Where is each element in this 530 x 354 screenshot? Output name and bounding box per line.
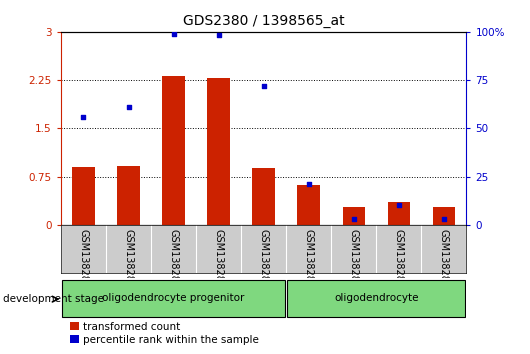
Bar bbox=[117, 166, 140, 225]
Bar bbox=[207, 78, 230, 225]
Bar bbox=[287, 280, 465, 317]
Text: GSM138281: GSM138281 bbox=[123, 229, 134, 287]
Text: GSM138287: GSM138287 bbox=[394, 229, 404, 288]
Point bbox=[169, 31, 178, 36]
Bar bbox=[297, 185, 320, 225]
Bar bbox=[432, 207, 455, 225]
Legend: transformed count, percentile rank within the sample: transformed count, percentile rank withi… bbox=[66, 317, 263, 349]
Point bbox=[394, 202, 403, 207]
Text: GSM138285: GSM138285 bbox=[304, 229, 314, 288]
Title: GDS2380 / 1398565_at: GDS2380 / 1398565_at bbox=[183, 14, 344, 28]
Text: GSM138284: GSM138284 bbox=[259, 229, 269, 287]
Point bbox=[350, 216, 358, 222]
Bar bbox=[342, 207, 365, 225]
Text: development stage: development stage bbox=[3, 294, 104, 304]
Text: oligodendrocyte progenitor: oligodendrocyte progenitor bbox=[102, 293, 245, 303]
Text: GSM138286: GSM138286 bbox=[349, 229, 359, 287]
Point bbox=[304, 182, 313, 187]
Bar bbox=[252, 168, 275, 225]
Point bbox=[80, 114, 88, 120]
Text: oligodendrocyte: oligodendrocyte bbox=[334, 293, 419, 303]
Text: GSM138283: GSM138283 bbox=[214, 229, 224, 287]
Text: GSM138282: GSM138282 bbox=[169, 229, 179, 288]
Point bbox=[440, 216, 448, 222]
Text: GSM138280: GSM138280 bbox=[78, 229, 89, 287]
Bar bbox=[72, 167, 95, 225]
Bar bbox=[62, 280, 285, 317]
Point bbox=[214, 32, 223, 38]
Point bbox=[259, 83, 268, 89]
Point bbox=[124, 104, 132, 110]
Text: GSM138288: GSM138288 bbox=[439, 229, 449, 287]
Bar bbox=[387, 202, 410, 225]
Bar bbox=[162, 76, 185, 225]
